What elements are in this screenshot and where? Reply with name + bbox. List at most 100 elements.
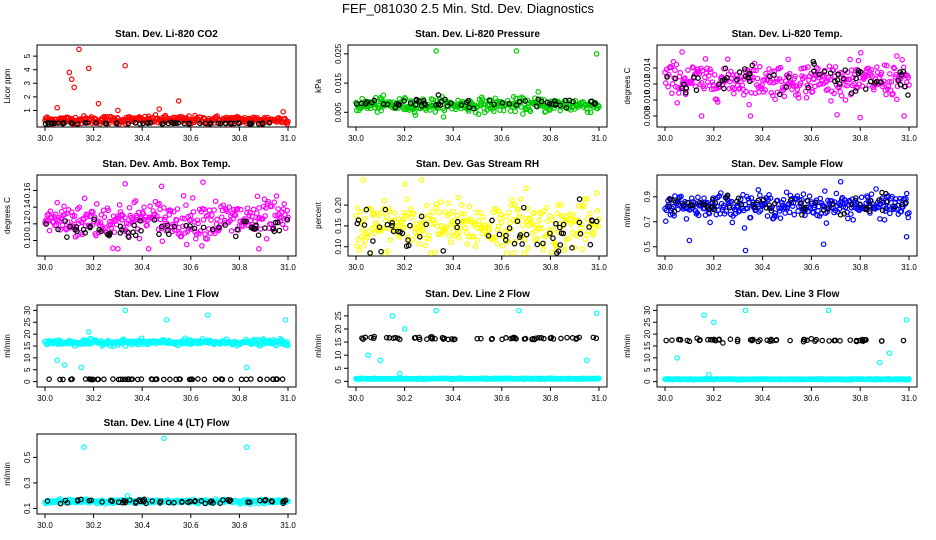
panel-title: Stan. Dev. Line 1 Flow [114, 289, 219, 300]
data-point [886, 78, 892, 85]
reference-point [511, 240, 518, 247]
reference-point [687, 202, 694, 209]
outlier-point [593, 51, 600, 57]
outlier-point [389, 313, 396, 319]
data-point [183, 202, 189, 208]
reference-point [64, 234, 70, 240]
data-point [193, 235, 199, 242]
data-point [799, 196, 805, 203]
reference-point [440, 248, 447, 254]
outlier-point [158, 183, 165, 190]
data-point [180, 193, 187, 199]
panel-6: Stan. Dev. Sample Flow ml/min 0.5 0.7 0.9 30.… [623, 159, 918, 272]
data-point [116, 202, 123, 208]
reference-point [540, 240, 546, 247]
data-point [851, 80, 857, 87]
reference-point [810, 58, 817, 65]
x-tick-label: 31.0 [591, 134, 607, 143]
reference-point [158, 223, 165, 230]
data-point [449, 208, 456, 215]
data-point [237, 206, 244, 213]
panel-9: Stan. Dev. Line 3 Flow ml/min 0 5 10 15 20 25 30… [623, 289, 918, 403]
outlier-point [115, 107, 121, 114]
reference-point [767, 73, 773, 80]
reference-point [848, 201, 855, 208]
data-point [746, 101, 752, 108]
reference-point [489, 217, 495, 224]
reference-point [486, 97, 493, 104]
panel-2: Stan. Dev. Li-820 Pressure kPa 0.005 0.015 0… [314, 29, 608, 143]
data-point [281, 201, 287, 207]
data-point [520, 222, 526, 228]
data-point [68, 209, 75, 215]
data-point [93, 201, 100, 207]
data-point [721, 202, 727, 209]
x-tick-label: 30.4 [445, 394, 461, 403]
data-point [179, 215, 185, 221]
data-point [427, 107, 433, 113]
reference-point [727, 336, 734, 342]
reference-point [749, 62, 756, 69]
data-point [385, 248, 391, 254]
reference-point [253, 222, 259, 228]
reference-point [879, 207, 886, 214]
reference-point [101, 376, 107, 383]
data-point [430, 217, 437, 224]
reference-point [444, 103, 451, 109]
y-tick-label: 0 [643, 379, 652, 384]
data-point [138, 335, 145, 342]
data-point [461, 211, 467, 217]
data-point [462, 217, 468, 224]
data-point [446, 232, 452, 239]
data-point [212, 230, 218, 237]
data-point [806, 193, 813, 199]
reference-point [569, 245, 575, 251]
data-point [573, 233, 579, 240]
data-point [794, 193, 801, 199]
outlier-point [115, 246, 121, 252]
data-point [802, 65, 808, 71]
reference-point [217, 120, 224, 127]
data-point [520, 111, 526, 117]
data-point [757, 63, 763, 70]
reference-point [395, 228, 402, 235]
y-tick-label: 0.9 [643, 191, 652, 203]
data-point [186, 113, 192, 119]
data-point [466, 203, 473, 210]
reference-point [857, 201, 863, 208]
data-point [881, 62, 888, 68]
data-point [429, 208, 435, 215]
data-point [882, 208, 889, 214]
data-point [711, 72, 718, 78]
data-point [499, 243, 506, 249]
data-point [885, 83, 892, 89]
reference-point [110, 376, 116, 382]
data-point [797, 80, 804, 87]
y-tick-label: 20 [23, 329, 32, 338]
x-tick-label: 30.8 [852, 134, 868, 143]
reference-point [46, 376, 52, 382]
x-tick-label: 31.0 [280, 134, 296, 143]
data-point [548, 249, 555, 256]
x-tick-label: 30.8 [232, 134, 248, 143]
y-tick-label: 25 [23, 317, 32, 326]
data-point [106, 218, 113, 225]
plot-frame [656, 304, 918, 388]
reference-point [234, 226, 241, 233]
data-point [498, 219, 505, 226]
reference-point [62, 218, 68, 224]
outlier-point [68, 76, 75, 83]
outlier-point [280, 108, 286, 115]
data-point [531, 209, 538, 216]
data-point [445, 200, 451, 206]
data-point [905, 74, 912, 81]
y-tick-label: 0 [334, 379, 343, 384]
data-point [507, 108, 514, 114]
outlier-point [686, 237, 693, 244]
reference-point [892, 203, 898, 210]
outlier-point [122, 181, 128, 187]
x-tick-label: 30.2 [706, 263, 722, 272]
reference-point [900, 337, 907, 344]
reference-point [755, 197, 761, 204]
data-point [515, 206, 522, 213]
